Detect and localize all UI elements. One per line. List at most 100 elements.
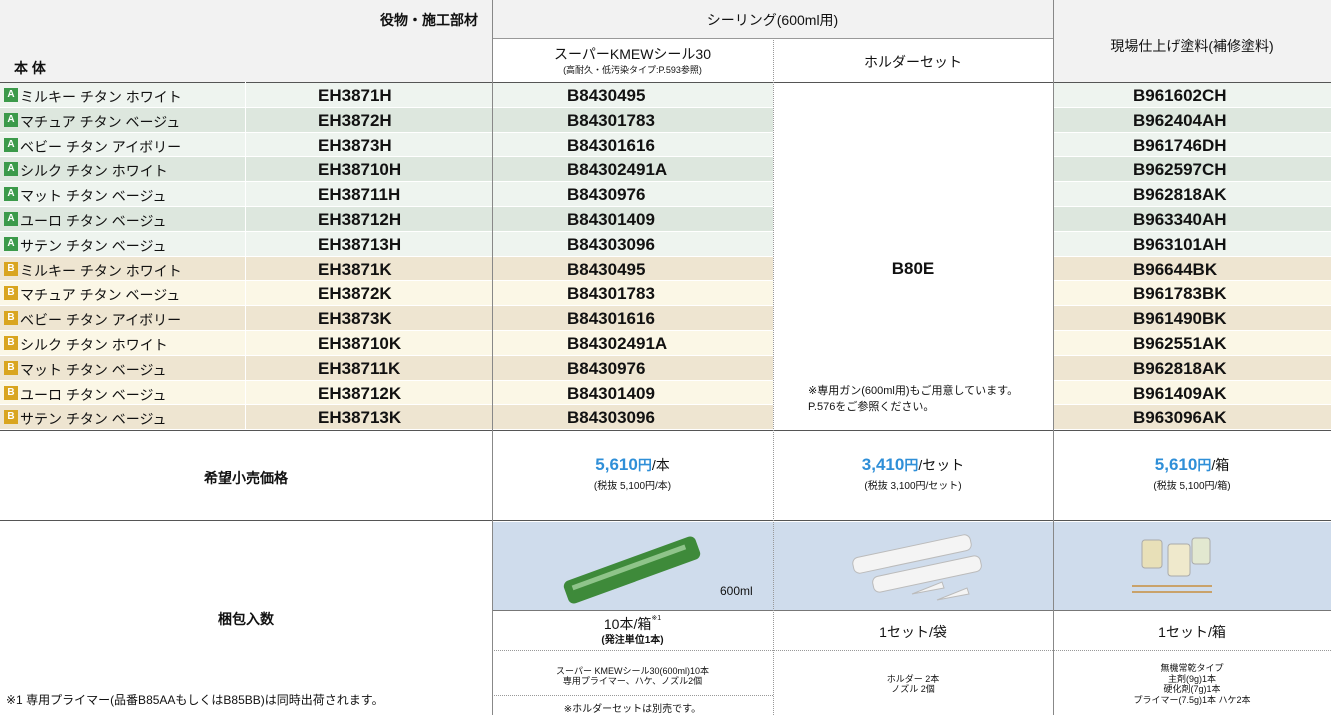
color-name: ミルキー チタン ホワイト [20, 262, 182, 279]
col-line [245, 82, 246, 430]
paint-code: B963096AK [1133, 408, 1227, 428]
grade-badge: A [4, 187, 18, 202]
row-bg [0, 331, 773, 356]
header-text: 役物・施工部材 [380, 12, 478, 28]
holder-note: P.576をご参照ください。 [808, 401, 935, 414]
holder-note: ※専用ガン(600ml用)もご用意しています。 [808, 385, 1019, 398]
header-text: ホルダーセット [864, 54, 962, 70]
row-bg [1053, 380, 1331, 406]
paint-code: B962551AK [1133, 334, 1227, 353]
row-bg [1053, 306, 1331, 331]
separate-note: ※ホルダーセットは別売です。 [563, 704, 702, 715]
col-line [773, 38, 774, 715]
part-code: EH38713K [318, 408, 402, 428]
pack-contents: 無機常乾タイプ [1160, 663, 1224, 673]
part-code: EH3871H [318, 86, 392, 105]
part-code: EH38710K [318, 334, 402, 353]
pack-line [492, 610, 1331, 611]
product-images [492, 522, 1331, 610]
header-bg [1053, 0, 1331, 82]
row-bg [0, 281, 773, 307]
header-text: 現場仕上げ塗料(補修塗料) [1110, 38, 1274, 54]
pack-qty-text: 10本/箱 [603, 616, 652, 632]
price-excl: (税抜 5,100円/箱) [1153, 481, 1231, 492]
price-unit: /本 [651, 457, 670, 473]
row-bg [1053, 207, 1331, 232]
pack-qty: 1セット/箱 [1053, 622, 1331, 642]
sealant-code: B84301616 [567, 135, 655, 155]
color-name: ベビー チタン アイボリー [20, 138, 182, 155]
paint-code: B961490BK [1133, 309, 1227, 329]
paint-code: B962818AK [1133, 358, 1227, 378]
pack-contents: ノズル 2個 [891, 684, 935, 694]
price-amount: 5,610 [1154, 455, 1198, 474]
grade-badge: A [4, 112, 18, 127]
pack-contents: スーパー KMEWシール30(600ml)10本 [556, 665, 709, 676]
color-name: サテン チタン ベージュ [20, 237, 167, 254]
paint-code: B961409AK [1133, 383, 1227, 403]
price-main: 5,610円/箱 [1053, 455, 1331, 475]
paint-bottles [1132, 537, 1212, 593]
sealant-code: B84301409 [567, 210, 655, 229]
paint-code: B963101AH [1133, 234, 1227, 254]
grade-badge: B [4, 261, 18, 276]
price-excl: (税抜 3,100円/セット) [864, 481, 962, 492]
row-bg [1053, 132, 1331, 158]
sealant-code: B8430976 [567, 185, 646, 205]
row-bg [0, 132, 773, 158]
row-bg [1053, 83, 1331, 108]
price-main: 3,410円/セット [773, 455, 1053, 475]
footnote: ※1 専用プライマー(品番B85AAもしくはB85BB)は同時出荷されます。 [6, 693, 384, 707]
row-bg [1053, 331, 1331, 356]
packaging-label: 梱包入数 [218, 611, 274, 627]
row-bg [1053, 182, 1331, 207]
price-amount: 5,610 [595, 455, 638, 474]
header-line [492, 38, 1053, 39]
paint-code: B961602CH [1133, 86, 1227, 105]
price-excl: (税抜 5,100円/本) [593, 481, 672, 492]
color-name: ミルキー チタン ホワイト [20, 89, 182, 105]
part-code: EH38710H [318, 160, 402, 180]
part-code: EH3871K [318, 259, 392, 279]
pack-line [492, 650, 1331, 651]
pack-qty-note: (発注単位1本) [601, 635, 664, 646]
sealant-tube [563, 536, 701, 604]
pack-contents: 主剤(9g)1本 [1167, 673, 1216, 684]
grade-badge: A [4, 212, 18, 226]
part-code: EH3872H [318, 110, 392, 130]
pack-contents: ホルダー 2本 [886, 673, 940, 684]
row-bg [0, 107, 773, 133]
sealant-code: B84301616 [567, 309, 655, 329]
color-name: マット チタン ベージュ [20, 188, 167, 205]
grade-badge: B [4, 360, 18, 375]
footnote-mark: ※1 [651, 615, 662, 622]
grade-badge: B [4, 385, 18, 400]
section-line [0, 430, 1331, 432]
holder-code: B80E [891, 259, 935, 278]
part-code: EH3873K [318, 309, 392, 329]
row-bg [0, 182, 773, 207]
color-name: シルク チタン ホワイト [20, 337, 168, 353]
row-bg [1053, 107, 1331, 133]
paint-code: B962818AK [1133, 185, 1227, 205]
paint-code: B961783BK [1133, 284, 1227, 304]
pack-contents: 専用プライマー、ハケ、ノズル2個 [562, 676, 703, 686]
color-name: ユーロ チタン ベージュ [20, 213, 167, 229]
row-bg [0, 306, 773, 331]
row-bg [0, 405, 773, 431]
pack-qty-text: 1セット/袋 [879, 624, 947, 640]
color-name: マチュア チタン ベージュ [20, 113, 181, 130]
sealant-code: B8430495 [567, 86, 646, 105]
grade-badge: A [4, 137, 18, 152]
header-bg [492, 0, 1053, 38]
row-bg [0, 231, 773, 257]
price-amount: 3,410 [861, 455, 905, 474]
color-name: ベビー チタン アイボリー [20, 312, 182, 329]
header-text: 本 体 [14, 60, 46, 76]
part-code: EH3872K [318, 284, 392, 304]
sealant-code: B84301409 [567, 383, 655, 403]
part-code: EH38713H [318, 234, 402, 254]
color-name: マット チタン ベージュ [20, 361, 167, 378]
color-name: マチュア チタン ベージュ [20, 287, 181, 304]
header-text: スーパーKMEWシール30 [554, 46, 711, 62]
